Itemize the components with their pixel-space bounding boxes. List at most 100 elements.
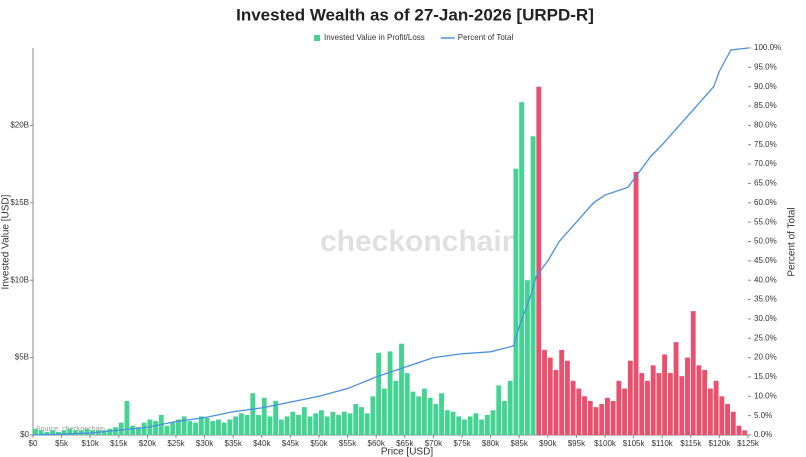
bar <box>256 414 261 435</box>
bar <box>570 380 576 435</box>
bar <box>685 357 690 435</box>
bar <box>250 393 256 435</box>
bar <box>130 425 136 435</box>
x-tick-label: $100k <box>594 439 617 448</box>
bar <box>164 425 170 435</box>
bar <box>359 407 364 435</box>
bar <box>484 414 490 435</box>
bar <box>462 419 467 435</box>
y2-tick-label: 5.0% <box>754 411 772 420</box>
bar <box>656 373 662 435</box>
y-tick-label: $5B <box>15 353 29 362</box>
bar <box>599 404 605 435</box>
y2-tick-label: 25.0% <box>754 333 777 342</box>
bar <box>84 428 90 435</box>
bar <box>44 431 50 435</box>
legend-label: Percent of Total <box>458 33 514 42</box>
y2-tick-label: 70.0% <box>754 159 777 168</box>
bar <box>576 388 582 435</box>
bar <box>439 393 444 435</box>
x-tick-label: $25k <box>167 439 185 448</box>
bar <box>742 430 748 435</box>
bar <box>284 416 290 435</box>
x-tick-label: $35k <box>225 439 243 448</box>
legend-label: Invested Value in Profit/Loss <box>324 33 425 42</box>
bar <box>416 396 422 435</box>
bar <box>473 413 479 435</box>
bar <box>610 400 616 435</box>
bar <box>536 86 542 435</box>
x-tick-label: $80k <box>482 439 500 448</box>
x-tick-label: $65k <box>396 439 414 448</box>
y2-tick-label: 90.0% <box>754 82 777 91</box>
bar <box>376 352 382 435</box>
legend-swatch <box>314 35 320 41</box>
bar <box>456 416 462 435</box>
y2-axis-title: Percent of Total <box>787 207 798 276</box>
y2-tick-label: 80.0% <box>754 121 777 130</box>
bar <box>290 411 296 435</box>
bar <box>330 411 336 435</box>
y2-tick-label: 100.0% <box>754 43 781 52</box>
bar <box>78 430 84 435</box>
bar <box>313 413 319 435</box>
bar <box>605 397 610 435</box>
bar <box>278 419 284 435</box>
bar <box>673 342 679 435</box>
bar <box>404 373 410 435</box>
x-tick-label: $70k <box>425 439 443 448</box>
y2-tick-label: 55.0% <box>754 217 777 226</box>
bar <box>582 396 587 435</box>
bar <box>33 428 38 435</box>
bar <box>267 416 273 435</box>
bar <box>421 388 427 435</box>
bar <box>153 421 158 435</box>
bar <box>381 388 387 435</box>
bar <box>141 422 147 435</box>
percent-line <box>32 47 749 436</box>
bar <box>204 417 210 435</box>
x-tick-label: $50k <box>310 439 328 448</box>
bar <box>467 416 473 435</box>
bar <box>542 349 547 435</box>
y-axis-title: Invested Value [USD] <box>1 194 12 289</box>
x-tick-label: $15k <box>110 439 128 448</box>
bar <box>667 373 673 435</box>
x-tick-label: $5k <box>55 439 69 448</box>
bar <box>519 102 525 436</box>
bar <box>622 388 628 435</box>
bar <box>393 380 399 435</box>
bar <box>187 421 193 435</box>
bar <box>713 380 719 435</box>
y2-tick-label: 45.0% <box>754 256 777 265</box>
bar <box>193 422 199 435</box>
bar <box>38 430 44 435</box>
bar <box>587 400 593 435</box>
bar <box>633 171 639 435</box>
bar <box>238 413 244 435</box>
bar <box>559 349 565 435</box>
x-tick-label: $10k <box>82 439 100 448</box>
bar <box>553 369 559 435</box>
bar <box>124 400 130 435</box>
y-tick-label: $15B <box>10 198 29 207</box>
bar <box>650 365 656 435</box>
bar <box>479 419 485 435</box>
y2-tick-label: 10.0% <box>754 391 777 400</box>
bar <box>370 396 376 435</box>
bar <box>547 357 553 435</box>
bar <box>645 380 650 435</box>
bar <box>107 428 113 435</box>
y2-tick-label: 60.0% <box>754 198 777 207</box>
bar <box>319 410 324 435</box>
x-tick-label: $85k <box>511 439 529 448</box>
bar <box>490 410 496 435</box>
x-tick-label: $110k <box>652 439 674 448</box>
x-tick-label: $40k <box>253 439 271 448</box>
bar <box>593 407 599 435</box>
y2-tick-label: 75.0% <box>754 140 777 149</box>
x-tick-label: $105k <box>623 439 646 448</box>
x-tick-label: $125k <box>737 439 760 448</box>
y2-tick-label: 50.0% <box>754 237 777 246</box>
bar <box>61 430 67 435</box>
